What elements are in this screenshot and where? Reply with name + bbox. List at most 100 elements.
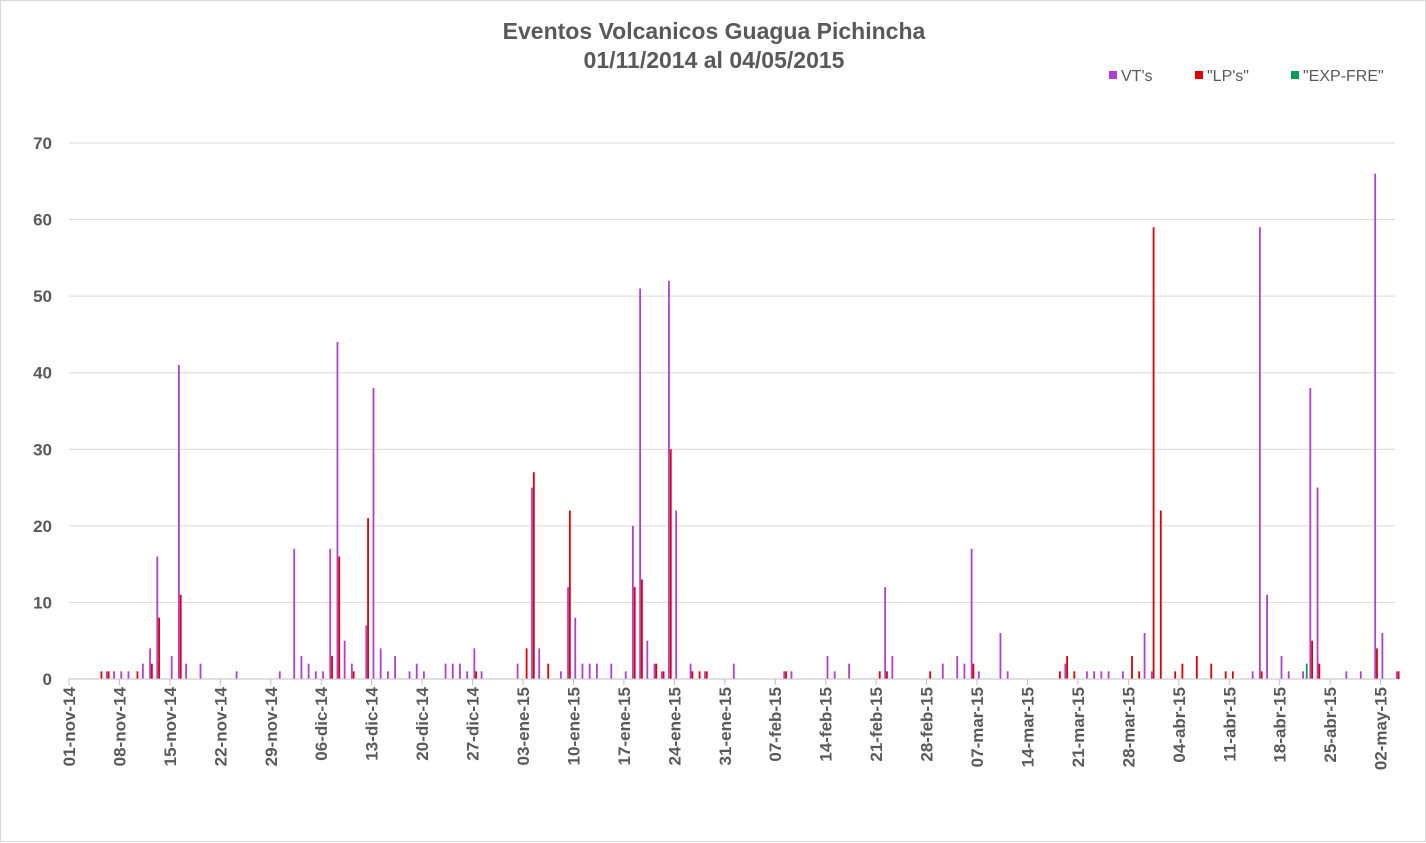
bars xyxy=(100,173,1400,679)
x-tick-label: 20-dic-14 xyxy=(413,686,432,760)
bar-0 xyxy=(1280,656,1283,679)
bar-1 xyxy=(1174,671,1177,679)
bar-1 xyxy=(107,671,110,679)
bar-1 xyxy=(179,594,182,679)
bar-0 xyxy=(538,648,541,679)
y-tick-label: 10 xyxy=(33,593,52,612)
bar-0 xyxy=(977,671,980,679)
x-tick-label: 13-dic-14 xyxy=(363,686,382,760)
bar-0 xyxy=(379,648,382,679)
bar-0 xyxy=(149,648,151,679)
bar-0 xyxy=(595,663,598,679)
bar-0 xyxy=(1266,594,1268,679)
bar-0 xyxy=(1309,388,1312,679)
bar-1 xyxy=(655,663,658,679)
x-tick-label: 14-feb-15 xyxy=(817,687,836,762)
x-tick-label: 15-nov-14 xyxy=(161,686,180,766)
bar-1 xyxy=(1131,656,1133,679)
bar-0 xyxy=(516,663,519,679)
bar-0 xyxy=(329,548,332,679)
bar-0 xyxy=(386,671,389,679)
bar-0 xyxy=(314,671,317,679)
bar-0 xyxy=(365,625,368,679)
bar-0 xyxy=(1086,671,1088,679)
bar-1 xyxy=(331,656,333,679)
bar-0 xyxy=(704,671,706,679)
bar-0 xyxy=(632,525,634,679)
bar-1 xyxy=(568,510,571,679)
legend-label-exp-fre: "EXP-FRE" xyxy=(1303,68,1384,85)
y-tick-label: 70 xyxy=(33,134,52,153)
bar-0 xyxy=(1287,671,1290,679)
bar-1 xyxy=(641,579,643,679)
x-tick-label: 06-dic-14 xyxy=(312,686,331,760)
gridlines xyxy=(69,142,1395,603)
y-tick-label: 50 xyxy=(33,287,52,306)
bar-0 xyxy=(848,663,851,679)
x-tick-label: 08-nov-14 xyxy=(110,686,129,766)
bar-1 xyxy=(1311,640,1314,679)
bar-0 xyxy=(1143,633,1146,679)
bar-0 xyxy=(466,671,469,679)
bar-1 xyxy=(929,671,932,679)
bar-0 xyxy=(105,671,108,679)
bar-0 xyxy=(343,640,346,679)
bar-0 xyxy=(1258,227,1261,679)
x-tick-label: 03-ene-15 xyxy=(514,687,533,765)
bar-0 xyxy=(1359,671,1362,679)
bar-1 xyxy=(1058,671,1061,679)
bar-0 xyxy=(653,663,656,679)
bar-0 xyxy=(1122,671,1124,679)
bar-1 xyxy=(662,671,665,679)
x-axis-ticks: 01-nov-14 08-nov-14 15-nov-14 22-nov-14 29-n… xyxy=(60,679,1391,770)
bar-0 xyxy=(451,663,454,679)
bar-0 xyxy=(170,656,173,679)
bar-1 xyxy=(1376,648,1378,679)
bar-0 xyxy=(307,663,310,679)
legend-swatch-exp-fre xyxy=(1291,71,1299,79)
bar-1 xyxy=(1195,656,1198,679)
x-tick-label: 18-abr-15 xyxy=(1271,687,1290,763)
bar-0 xyxy=(199,663,202,679)
legend: VT's "LP's" "EXP-FRE" xyxy=(1109,68,1384,85)
bar-1 xyxy=(1224,671,1227,679)
bar-1 xyxy=(1152,227,1155,679)
bar-1 xyxy=(785,671,787,679)
x-tick-label: 04-abr-15 xyxy=(1170,687,1189,763)
bar-0 xyxy=(1064,663,1067,679)
y-axis-ticks: 0 10 20 30 40 50 60 70 xyxy=(33,134,52,689)
x-tick-label: 24-ene-15 xyxy=(665,687,684,765)
bar-0 xyxy=(473,648,476,679)
bar-2 xyxy=(1305,663,1308,679)
legend-label-vts: VT's xyxy=(1121,68,1153,85)
bar-1 xyxy=(633,587,636,679)
bar-0 xyxy=(415,663,418,679)
bar-0 xyxy=(970,548,973,679)
bar-0 xyxy=(480,671,483,679)
chart-title: Eventos Volcanicos Guagua Pichincha xyxy=(503,18,926,44)
bar-1 xyxy=(352,671,355,679)
bar-1 xyxy=(886,671,888,679)
legend-swatch-vts xyxy=(1109,71,1117,79)
bar-1 xyxy=(1231,671,1234,679)
chart-subtitle: 01/11/2014 al 04/05/2015 xyxy=(584,47,845,73)
x-tick-label: 28-mar-15 xyxy=(1119,687,1138,767)
bar-1 xyxy=(525,648,528,679)
bar-1 xyxy=(1066,656,1069,679)
bar-0 xyxy=(1302,671,1305,679)
bar-0 xyxy=(1316,487,1319,679)
bar-0 xyxy=(574,617,577,679)
bar-1 xyxy=(1397,671,1400,679)
y-tick-label: 20 xyxy=(33,517,52,536)
bar-0 xyxy=(423,671,425,679)
x-tick-label: 22-nov-14 xyxy=(211,686,230,766)
bar-0 xyxy=(127,671,130,679)
x-tick-label: 25-abr-15 xyxy=(1321,687,1340,763)
bar-0 xyxy=(660,671,663,679)
bar-0 xyxy=(1093,671,1096,679)
x-tick-label: 21-feb-15 xyxy=(867,687,886,762)
bar-0 xyxy=(177,365,180,679)
bar-0 xyxy=(322,671,324,679)
